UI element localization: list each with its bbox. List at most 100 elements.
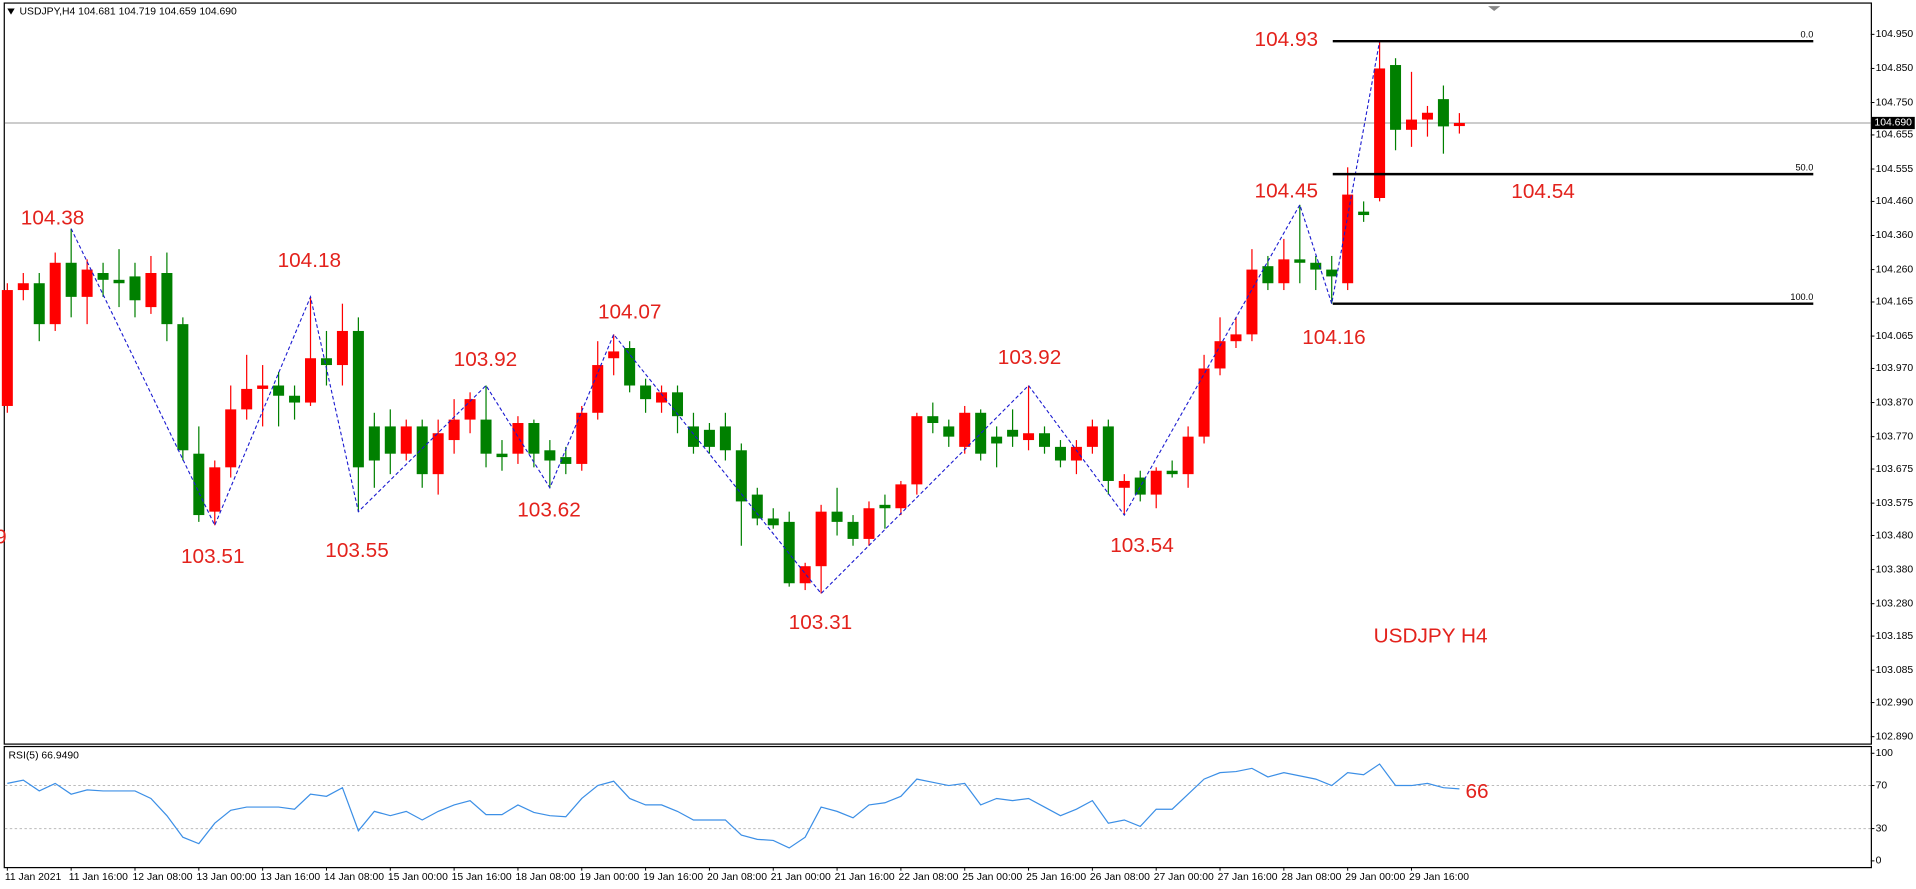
x-tick-label: 25 Jan 16:00 xyxy=(1026,872,1086,883)
x-tick-label: 27 Jan 16:00 xyxy=(1218,872,1278,883)
x-tick-label: 11 Jan 2021 xyxy=(5,872,62,883)
candle-body xyxy=(257,385,269,389)
candle-body xyxy=(911,416,923,485)
annotation: 9 xyxy=(0,526,7,549)
rsi-frame xyxy=(3,745,1872,869)
current-price-box xyxy=(1871,116,1915,130)
x-tick-label: 15 Jan 16:00 xyxy=(452,872,512,883)
x-tick-label: 15 Jan 00:00 xyxy=(388,872,448,883)
candle-body xyxy=(687,426,699,447)
candle-body xyxy=(1390,65,1402,130)
candle-body xyxy=(193,453,205,516)
y-tick-label: 103.970 xyxy=(1876,363,1914,374)
candle-body xyxy=(416,426,428,475)
candle-body xyxy=(1342,194,1354,284)
y-tick-label: 103.575 xyxy=(1876,498,1914,509)
y-tick-label: 104.065 xyxy=(1876,331,1914,342)
x-tick-label: 14 Jan 08:00 xyxy=(324,872,384,883)
candle-body xyxy=(975,412,987,454)
candle-body xyxy=(1421,112,1433,120)
candle-body xyxy=(1182,436,1194,475)
candle-body xyxy=(799,566,811,584)
rsi-y-tick-label: 30 xyxy=(1876,823,1888,834)
symbol-header: USDJPY,H4 104.681 104.719 104.659 104.69… xyxy=(20,6,238,17)
candle-body xyxy=(49,262,61,325)
pivot-label: 103.51 xyxy=(181,545,245,568)
candle-body xyxy=(1134,477,1146,495)
x-tick-label: 29 Jan 16:00 xyxy=(1409,872,1469,883)
fib-level-label: 100.0 xyxy=(1790,292,1813,302)
candle-body xyxy=(991,436,1003,444)
y-tick-label: 103.675 xyxy=(1876,464,1914,475)
rsi-y-tick-label: 0 xyxy=(1876,856,1882,867)
pivot-label: 103.62 xyxy=(517,499,581,522)
candle-body xyxy=(400,426,412,454)
candle-body xyxy=(1086,426,1098,447)
y-tick-label: 103.185 xyxy=(1876,631,1914,642)
pivot-label: 103.31 xyxy=(789,611,853,634)
x-tick-label: 19 Jan 00:00 xyxy=(579,872,639,883)
candle-body xyxy=(735,450,747,502)
candle-body xyxy=(1007,429,1019,437)
candle-body xyxy=(783,521,795,584)
candle-body xyxy=(1198,368,1210,437)
fib-price-label: 104.54 xyxy=(1511,180,1575,203)
candle-body xyxy=(1310,262,1322,270)
candle-body xyxy=(1246,269,1258,335)
candle-body xyxy=(305,358,317,403)
pivot-label: 103.54 xyxy=(1110,534,1174,557)
menu-triangle[interactable] xyxy=(7,8,15,15)
rsi-y-tick-label: 70 xyxy=(1876,780,1888,791)
x-tick-label: 21 Jan 16:00 xyxy=(835,872,895,883)
x-tick-label: 18 Jan 08:00 xyxy=(515,872,575,883)
candle-body xyxy=(576,412,588,464)
candle-body xyxy=(863,508,875,539)
shift-marker xyxy=(1488,6,1501,12)
candle-body xyxy=(1230,334,1242,342)
x-tick-label: 25 Jan 00:00 xyxy=(962,872,1022,883)
x-tick-label: 13 Jan 16:00 xyxy=(260,872,320,883)
candle-body xyxy=(943,426,955,437)
candle-body xyxy=(1278,259,1290,284)
candle-body xyxy=(352,330,364,468)
candle-body xyxy=(703,429,715,447)
pivot-label: 103.92 xyxy=(454,348,518,371)
candle-body xyxy=(81,269,93,297)
candle-body xyxy=(17,283,29,291)
pivot-label: 103.92 xyxy=(998,346,1062,369)
x-tick-label: 26 Jan 08:00 xyxy=(1090,872,1150,883)
candle-body xyxy=(831,511,843,522)
candle-body xyxy=(879,504,891,509)
candle-body xyxy=(927,416,939,424)
candle-body xyxy=(1294,259,1306,263)
y-tick-label: 104.850 xyxy=(1876,63,1914,74)
candle-body xyxy=(847,521,859,539)
candle-body xyxy=(289,395,301,403)
candle-body xyxy=(815,511,827,567)
candle-body xyxy=(1023,433,1035,441)
candle-body xyxy=(656,392,668,403)
pivot-label: 104.07 xyxy=(598,301,662,324)
candle-body xyxy=(97,273,109,280)
candle-body xyxy=(1039,433,1051,447)
candle-body xyxy=(273,385,285,396)
y-tick-label: 103.280 xyxy=(1876,598,1914,609)
candle-body xyxy=(592,365,604,413)
y-tick-label: 104.165 xyxy=(1876,297,1914,308)
x-tick-label: 19 Jan 16:00 xyxy=(643,872,703,883)
candle-body xyxy=(496,453,508,458)
y-tick-label: 104.555 xyxy=(1876,164,1914,175)
x-tick-label: 29 Jan 00:00 xyxy=(1345,872,1405,883)
y-tick-label: 103.085 xyxy=(1876,665,1914,676)
candle-body xyxy=(672,392,684,417)
zigzag-line xyxy=(70,41,1381,595)
y-tick-label: 102.990 xyxy=(1876,697,1914,708)
candle-body xyxy=(1166,470,1178,475)
candle-body xyxy=(1406,119,1418,130)
pivot-label: 103.55 xyxy=(325,539,389,562)
y-tick-label: 104.260 xyxy=(1876,264,1914,275)
x-tick-label: 21 Jan 00:00 xyxy=(771,872,831,883)
candle-body xyxy=(624,348,636,386)
candle-body xyxy=(145,273,157,308)
candle-body xyxy=(528,423,540,454)
